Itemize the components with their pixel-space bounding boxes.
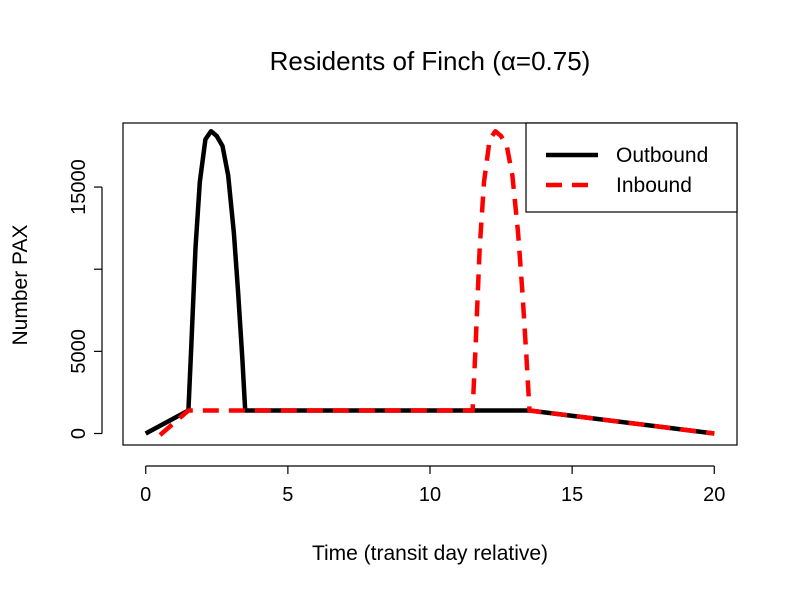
x-tick-label: 20 [703, 484, 725, 506]
y-tick-label: 0 [68, 428, 90, 439]
series-layer [144, 128, 715, 437]
y-axis-label: Number PAX [9, 225, 32, 346]
series-line-inbound [158, 128, 715, 437]
x-axis: 0 5 10 15 20 [140, 465, 725, 506]
x-tick-label: 10 [419, 484, 441, 506]
y-axis: 0 5000 15000 [68, 159, 103, 439]
series-line-outbound [144, 128, 715, 436]
legend: Outbound Inbound [525, 122, 738, 213]
axes-layer: 0 5 10 15 20 0 5000 15000 [68, 159, 725, 506]
x-tick-label: 15 [561, 484, 583, 506]
plot-frame [122, 122, 738, 446]
x-tick-label: 0 [140, 484, 151, 506]
x-axis-label: Time (transit day relative) [312, 542, 548, 565]
legend-label-inbound: Inbound [616, 174, 692, 197]
y-tick-label: 5000 [68, 329, 90, 374]
legend-label-outbound: Outbound [616, 144, 708, 167]
chart-title: Residents of Finch (α=0.75) [270, 46, 591, 76]
y-tick-label: 15000 [68, 159, 90, 215]
x-tick-label: 5 [282, 484, 293, 506]
legend-box [525, 122, 738, 213]
